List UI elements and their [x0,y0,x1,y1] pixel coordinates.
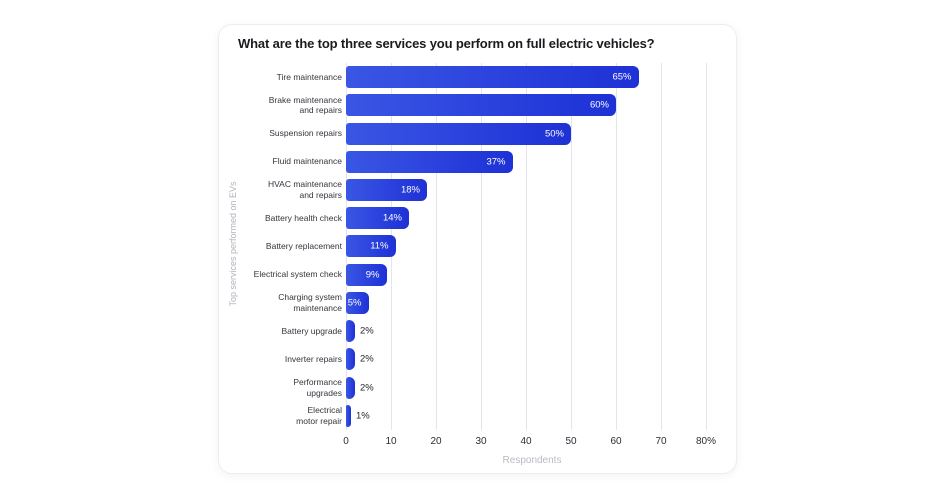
bar: 37% [346,150,513,173]
chart-card: What are the top three services you perf… [218,24,737,474]
bar-row: 14% [346,204,718,232]
gridline [436,63,437,430]
bar: 50% [346,122,571,145]
category-label: Electrical system check [253,269,342,280]
bar-row: 18% [346,176,718,204]
bar-row: 5% [346,289,718,317]
bar: 11% [346,235,396,258]
gridline [706,63,707,430]
bar-value-label: 2% [360,325,374,337]
bar: 18% [346,178,427,201]
bar: 65% [346,66,639,89]
category-label: Inverter repairs [284,353,342,364]
bar-value-label: 65% [612,71,632,83]
bar-value-label: 1% [356,410,370,422]
bar: 60% [346,94,616,117]
bar-value-label: 9% [365,269,380,281]
bar-row: 37% [346,148,718,176]
category-label: Charging system maintenance [278,292,342,313]
bar-value-label: 37% [486,156,506,168]
category-label: Performance upgrades [293,376,342,398]
category-label: Battery upgrade [281,325,342,336]
category-label: Electrical motor repair [296,405,342,426]
bar-value-label: 50% [544,128,564,140]
chart-title: What are the top three services you perf… [238,36,655,51]
gridline [481,63,482,430]
category-labels: Tire maintenance Brake maintenance and re… [219,63,342,430]
plot-area: 65% 60% 50% 37% 18% 14% 11% 9% 5% 2% 2% 2% 1% [346,63,718,430]
bar-row: 2% [346,317,718,345]
bar-row: 60% [346,91,718,119]
gridline [571,63,572,430]
category-label: Fluid maintenance [272,156,342,167]
category-label: Battery health check [264,212,342,223]
x-tick-label: 0 [343,436,349,447]
bar-value-label: 2% [360,353,374,365]
bar-row: 2% [346,373,718,401]
category-label: Brake maintenance and repairs [268,94,342,116]
bar: 9% [346,263,387,286]
bar-value-label: 60% [589,99,609,111]
bar: 2% [346,348,374,371]
bar-row: 2% [346,345,718,373]
bar-value-label: 14% [382,212,402,224]
bar: 1% [346,404,370,427]
x-tick-label: 80% [695,436,717,447]
bar-value-label: 18% [400,184,420,196]
x-tick-label: 70 [655,436,667,447]
x-tick-label: 50 [565,436,577,447]
bar: 5% [346,291,369,314]
bar: 2% [346,376,374,399]
x-tick-label: 10 [385,436,397,447]
category-label: HVAC maintenance and repairs [267,179,342,200]
bar: 14% [346,207,409,230]
gridline [526,63,527,430]
bar-value-label: 2% [360,382,374,394]
gridline [616,63,617,430]
x-tick-label: 60 [610,436,622,447]
x-tick-label: 30 [475,436,487,447]
category-label: Suspension repairs [269,128,342,139]
gridline [661,63,662,430]
bar-value-label: 5% [347,297,362,309]
x-tick-label: 20 [430,436,442,447]
bar-row: 65% [346,63,718,91]
category-label: Battery replacement [265,241,342,252]
bar-row: 11% [346,232,718,260]
x-tick-label: 40 [520,436,532,447]
x-axis-title: Respondents [502,455,562,466]
x-axis-ticks: 0 10 20 30 40 50 60 70 80% [343,436,718,449]
bar-row: 50% [346,119,718,147]
category-label: Tire maintenance [276,71,342,82]
bar-row: 9% [346,261,718,289]
bar-row: 1% [346,402,718,430]
bar: 2% [346,320,374,343]
bar-value-label: 11% [370,240,389,252]
